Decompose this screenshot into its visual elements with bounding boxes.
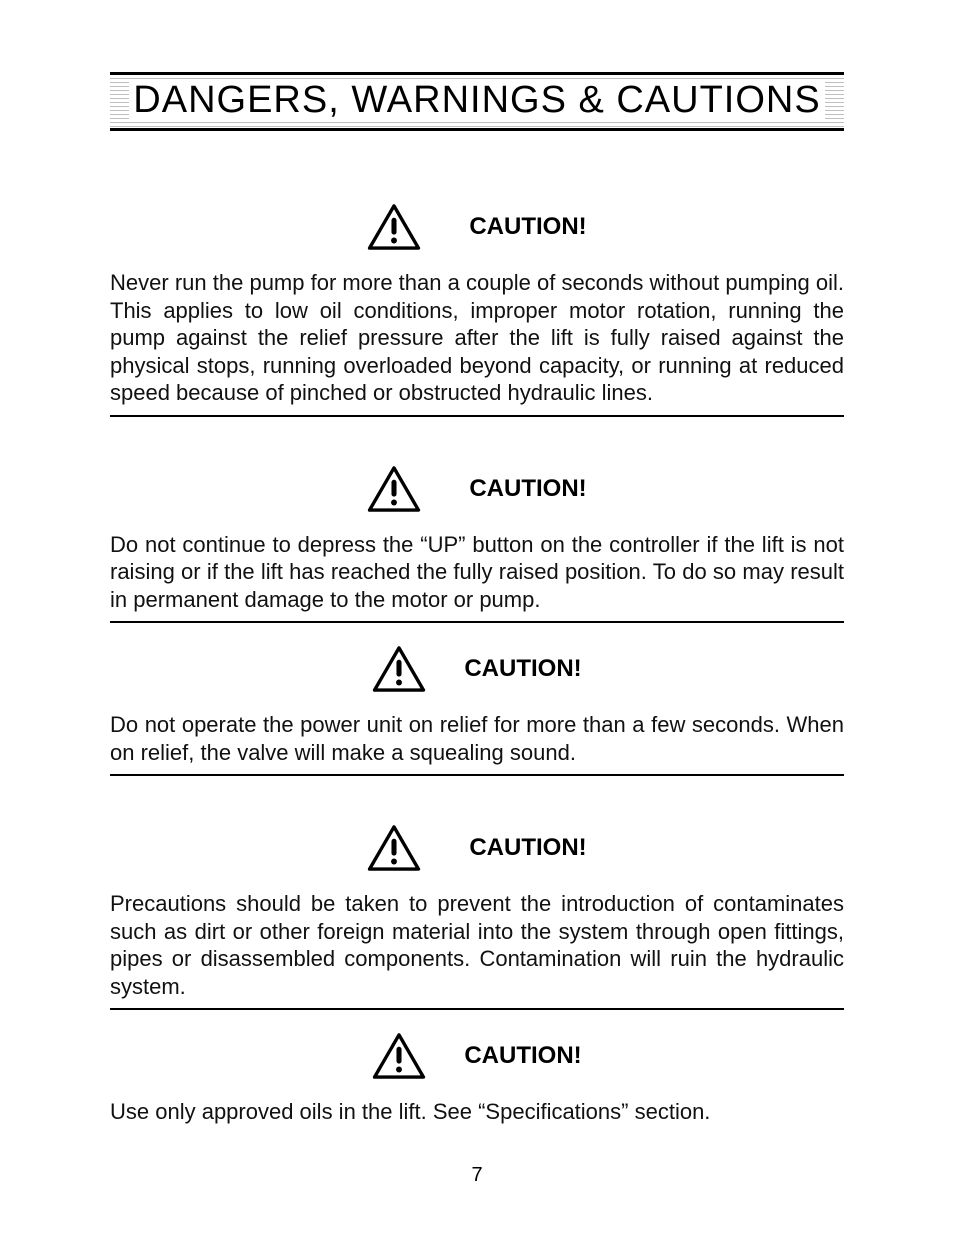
caution-body: Precautions should be taken to prevent t… — [110, 890, 844, 1008]
caution-label: CAUTION! — [469, 213, 586, 241]
caution-body: Do not operate the power unit on relief … — [110, 711, 844, 774]
caution-body: Use only approved oils in the lift. See … — [110, 1098, 844, 1134]
caution-section: CAUTION! Do not continue to depress the … — [110, 443, 844, 624]
warning-icon — [367, 203, 421, 251]
caution-label: CAUTION! — [469, 834, 586, 862]
caution-header: CAUTION! — [110, 645, 844, 693]
caution-section: CAUTION! Use only approved oils in the l… — [110, 1010, 844, 1134]
caution-header: CAUTION! — [110, 465, 844, 513]
warning-icon — [367, 465, 421, 513]
caution-header: CAUTION! — [110, 824, 844, 872]
warning-icon — [372, 645, 426, 693]
caution-body: Do not continue to depress the “UP” butt… — [110, 531, 844, 622]
page-number: 7 — [0, 1164, 954, 1187]
caution-label: CAUTION! — [469, 475, 586, 503]
caution-section: CAUTION! Never run the pump for more tha… — [110, 181, 844, 417]
document-page: DANGERS, WARNINGS & CAUTIONS CAUTION! Ne… — [0, 0, 954, 1235]
caution-label: CAUTION! — [464, 1042, 581, 1070]
caution-label: CAUTION! — [464, 655, 581, 683]
caution-section: CAUTION! Do not operate the power unit o… — [110, 623, 844, 776]
warning-icon — [372, 1032, 426, 1080]
warning-icon — [367, 824, 421, 872]
caution-body: Never run the pump for more than a coupl… — [110, 269, 844, 415]
caution-header: CAUTION! — [110, 1032, 844, 1080]
page-title-box: DANGERS, WARNINGS & CAUTIONS — [110, 72, 844, 131]
caution-section: CAUTION! Precautions should be taken to … — [110, 802, 844, 1010]
page-title: DANGERS, WARNINGS & CAUTIONS — [129, 79, 824, 121]
caution-header: CAUTION! — [110, 203, 844, 251]
